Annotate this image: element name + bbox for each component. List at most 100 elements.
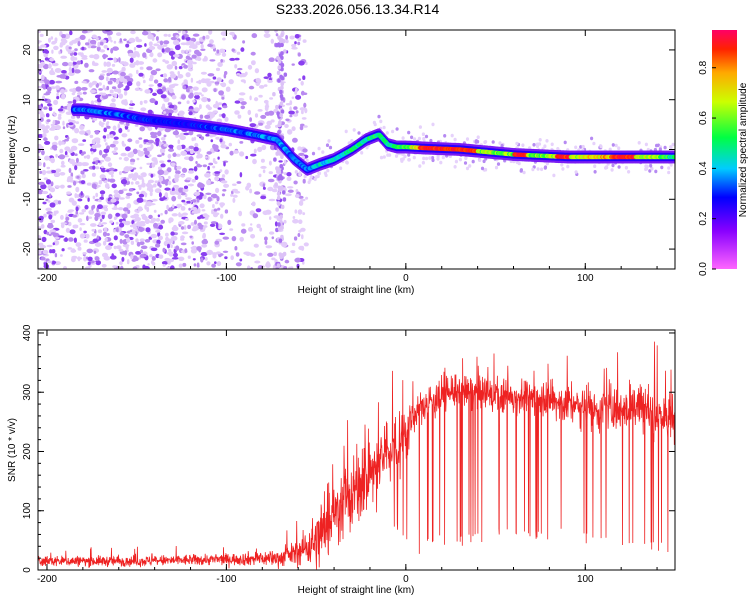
- noise-speck: [289, 35, 295, 40]
- noise-speck: [142, 254, 147, 258]
- noise-speck: [214, 261, 217, 264]
- noise-speck: [267, 72, 272, 78]
- noise-speck: [160, 163, 166, 168]
- noise-speck: [186, 200, 191, 204]
- noise-speck: [166, 64, 173, 70]
- noise-speck: [142, 79, 146, 84]
- noise-speck: [60, 184, 65, 189]
- noise-speck: [46, 166, 51, 170]
- noise-speck: [135, 251, 142, 255]
- noise-speck: [168, 88, 174, 94]
- noise-speck: [110, 48, 114, 54]
- noise-speck: [213, 208, 218, 212]
- colorbar-tick-label: 0.4: [698, 161, 709, 175]
- noise-speck: [231, 48, 235, 52]
- noise-speck: [228, 142, 232, 147]
- noise-speck: [204, 257, 208, 261]
- noise-speck: [51, 144, 58, 150]
- noise-speck: [277, 222, 281, 227]
- noise-speck: [39, 170, 43, 174]
- noise-speck: [190, 77, 194, 83]
- noise-speck: [175, 245, 180, 251]
- noise-speck: [223, 161, 226, 167]
- noise-speck: [194, 175, 199, 180]
- noise-speck: [257, 109, 263, 112]
- noise-speck: [235, 262, 242, 267]
- noise-speck: [254, 113, 259, 118]
- noise-speck: [189, 183, 194, 187]
- noise-speck: [253, 243, 259, 248]
- noise-speck: [98, 82, 102, 86]
- noise-speck: [400, 159, 404, 163]
- noise-speck: [38, 181, 45, 186]
- noise-speck: [139, 126, 145, 132]
- noise-speck: [590, 136, 594, 141]
- noise-speck: [168, 175, 171, 180]
- noise-speck: [224, 116, 229, 122]
- noise-speck: [70, 115, 76, 119]
- noise-speck: [44, 155, 50, 161]
- noise-speck: [230, 193, 234, 197]
- noise-speck: [139, 166, 143, 170]
- noise-speck: [267, 252, 274, 257]
- noise-speck: [214, 81, 220, 85]
- noise-speck: [229, 150, 234, 156]
- noise-speck: [301, 117, 307, 120]
- noise-speck: [111, 63, 116, 67]
- noise-speck: [280, 85, 284, 90]
- noise-speck: [593, 170, 597, 174]
- noise-speck: [123, 61, 129, 67]
- noise-speck: [182, 85, 187, 90]
- noise-speck: [75, 157, 79, 163]
- noise-speck: [302, 178, 306, 184]
- noise-speck: [476, 139, 480, 144]
- noise-speck: [116, 227, 119, 233]
- noise-speck: [129, 224, 135, 228]
- noise-speck: [214, 171, 221, 174]
- noise-speck: [89, 39, 97, 45]
- noise-speck: [58, 154, 66, 160]
- noise-speck: [305, 61, 308, 66]
- noise-speck: [150, 233, 158, 239]
- noise-speck: [174, 44, 181, 51]
- noise-speck: [278, 38, 283, 44]
- noise-speck: [74, 193, 78, 199]
- y-tick-label: 200: [22, 443, 33, 460]
- noise-speck: [71, 67, 75, 73]
- noise-speck: [38, 134, 44, 138]
- noise-speck: [193, 263, 197, 267]
- noise-speck: [143, 139, 149, 143]
- noise-speck: [610, 168, 614, 172]
- noise-speck: [38, 226, 43, 230]
- noise-speck: [194, 142, 199, 148]
- noise-speck: [109, 178, 116, 183]
- noise-speck: [300, 90, 305, 96]
- noise-speck: [76, 60, 82, 65]
- noise-speck: [67, 185, 72, 188]
- noise-speck: [216, 77, 222, 83]
- noise-speck: [123, 99, 128, 104]
- noise-speck: [311, 151, 316, 156]
- noise-speck: [133, 225, 138, 230]
- noise-speck: [283, 172, 287, 176]
- noise-speck: [624, 165, 629, 170]
- noise-speck: [192, 33, 200, 37]
- noise-speck: [123, 38, 127, 42]
- noise-speck: [103, 127, 107, 133]
- noise-speck: [182, 188, 189, 193]
- noise-speck: [73, 52, 78, 56]
- noise-speck: [51, 169, 56, 174]
- noise-speck: [159, 184, 162, 188]
- noise-speck: [273, 157, 277, 162]
- noise-speck: [190, 246, 194, 250]
- noise-speck: [286, 172, 292, 177]
- noise-speck: [209, 116, 214, 119]
- noise-speck: [197, 92, 202, 95]
- noise-speck: [212, 253, 217, 259]
- noise-speck: [79, 227, 82, 231]
- noise-speck: [91, 172, 96, 177]
- noise-speck: [170, 244, 173, 249]
- noise-speck: [109, 255, 117, 260]
- noise-speck: [519, 169, 523, 173]
- noise-speck: [129, 103, 136, 106]
